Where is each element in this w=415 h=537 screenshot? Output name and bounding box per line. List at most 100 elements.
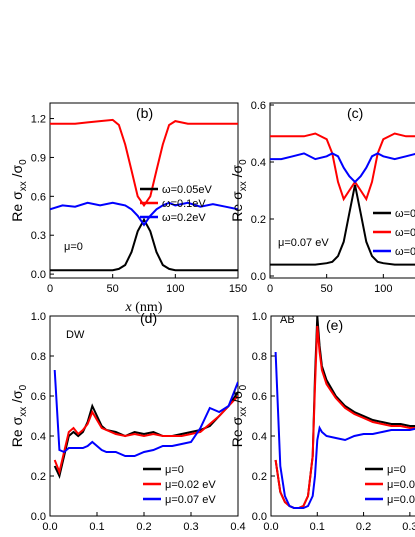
y-axis-label-part: /σ xyxy=(9,164,25,181)
legend-label: μ=0.07 eV xyxy=(165,494,216,506)
y-tick-label: 1.2 xyxy=(31,114,46,126)
x-tick-label: 100 xyxy=(374,283,392,295)
x-tick-label: 0.1 xyxy=(89,521,104,533)
plot xyxy=(270,132,415,266)
legend-label: ω=0.2eV xyxy=(162,212,206,224)
y-tick-label: 0.0 xyxy=(31,269,46,281)
annotation: μ=0 xyxy=(64,241,83,253)
y-tick-label: 0.2 xyxy=(31,471,46,483)
plot xyxy=(50,118,238,272)
annotation: AB xyxy=(280,314,295,326)
y-tick-label: 0.4 xyxy=(252,431,267,443)
x-tick-label: 0.1 xyxy=(310,521,325,533)
legend-label: μ=0 xyxy=(165,464,184,476)
x-axis-label-part: x xyxy=(125,300,133,315)
x-tick-label: 0 xyxy=(267,283,273,295)
x-tick-label: 0.2 xyxy=(356,521,371,533)
legend-label: ω=0.2eV xyxy=(395,246,415,258)
y-axis-label-part: 0 xyxy=(18,159,29,165)
x-tick-label: 0.0 xyxy=(42,521,57,533)
legend-label: ω=0.1eV xyxy=(162,198,206,210)
plot xyxy=(53,369,238,480)
panel-label: (b) xyxy=(136,105,153,121)
y-axis-label-part: 0 xyxy=(238,159,249,165)
y-axis-label-part: Re σ xyxy=(229,191,245,222)
y-tick-label: 0.8 xyxy=(252,351,267,363)
y-tick-label: 0.9 xyxy=(31,152,46,164)
panel-label: (e) xyxy=(326,317,343,333)
y-tick-label: 0.2 xyxy=(252,471,267,483)
legend-label: μ=0.02 eV xyxy=(387,479,415,491)
y-axis-label-part: /σ xyxy=(229,164,245,181)
y-tick-label: 0.4 xyxy=(251,157,266,169)
y-tick-label: 0.6 xyxy=(31,191,46,203)
y-axis-label-part: xx xyxy=(238,181,249,191)
legend-label: ω=0.05eV xyxy=(395,208,415,220)
x-tick-label: 150 xyxy=(229,283,247,295)
legend-label: ω=0.1eV xyxy=(395,227,415,239)
y-tick-label: 1.0 xyxy=(31,311,46,323)
y-axis-label-part: /σ xyxy=(229,390,245,407)
y-tick-label: 0.0 xyxy=(252,511,267,523)
x-axis-label-part: (nm) xyxy=(132,300,163,315)
y-tick-label: 0.3 xyxy=(31,230,46,242)
x-tick-label: 0.3 xyxy=(183,521,198,533)
y-axis-label-part: 0 xyxy=(18,384,29,390)
annotation: μ=0.07 eV xyxy=(278,237,329,249)
panel-label: (d) xyxy=(140,310,157,326)
x-axis-label: x (nm) xyxy=(125,300,163,315)
y-tick-label: 0.6 xyxy=(252,391,267,403)
legend-label: μ=0.02 eV xyxy=(165,479,216,491)
y-axis-label-part: xx xyxy=(238,407,249,417)
y-axis-label: Re σxx /σ0 xyxy=(9,384,29,447)
panel: 0.00.20.40.60.81.00.0 0.1 0.2 0.3 0.4Re σxx … xyxy=(9,310,246,533)
x-tick-label: 50 xyxy=(107,283,119,295)
x-tick-label: 0.4 xyxy=(230,521,245,533)
x-tick-label: 0.0 xyxy=(263,521,278,533)
y-axis-label: Re σxx /σ0 xyxy=(229,384,249,447)
panel-label: (c) xyxy=(347,105,363,121)
y-tick-label: 0.4 xyxy=(31,431,46,443)
y-tick-label: 0.6 xyxy=(251,100,266,112)
x-tick-label: 50 xyxy=(321,283,333,295)
y-axis-label-part: 0 xyxy=(238,384,249,390)
y-tick-label: 1.0 xyxy=(252,311,267,323)
x-tick-label: 0.2 xyxy=(136,521,151,533)
series-line xyxy=(50,217,238,272)
series-line xyxy=(53,369,238,457)
plot-frame xyxy=(269,102,415,279)
y-axis-label-part: Re σ xyxy=(9,416,25,447)
panel: 0.00.20.40.60.81.00.0 0.1 0.2 0.3Re σxx /σ0… xyxy=(229,311,415,533)
legend-label: μ=0 xyxy=(387,464,406,476)
y-axis-label-part: xx xyxy=(18,407,29,417)
y-axis-label-part: /σ xyxy=(9,390,25,407)
y-axis-label-part: Re σ xyxy=(229,416,245,447)
series-line xyxy=(274,351,415,509)
series-line xyxy=(50,201,238,227)
legend-label: μ=0.07 eV xyxy=(387,494,415,506)
series-line xyxy=(270,152,415,184)
y-axis-label: Re σxx /σ0 xyxy=(229,159,249,222)
plot-frame xyxy=(270,315,415,517)
y-axis-label-part: xx xyxy=(18,181,29,191)
series-line xyxy=(270,184,415,266)
plot xyxy=(274,316,415,509)
y-tick-label: 0.0 xyxy=(251,271,266,283)
x-tick-label: 100 xyxy=(166,283,184,295)
plot-frame xyxy=(49,102,239,279)
y-tick-label: 0.2 xyxy=(251,214,266,226)
x-tick-label: 0.3 xyxy=(402,521,415,533)
series-line xyxy=(53,395,238,476)
series-line xyxy=(50,118,238,208)
series-line xyxy=(53,391,238,480)
y-axis-label: Re σxx /σ0 xyxy=(9,159,29,222)
legend-label: ω=0.05eV xyxy=(162,184,213,196)
x-tick-label: 0 xyxy=(47,283,53,295)
y-tick-label: 0.0 xyxy=(31,511,46,523)
annotation: DW xyxy=(66,329,85,341)
y-tick-label: 0.8 xyxy=(31,351,46,363)
